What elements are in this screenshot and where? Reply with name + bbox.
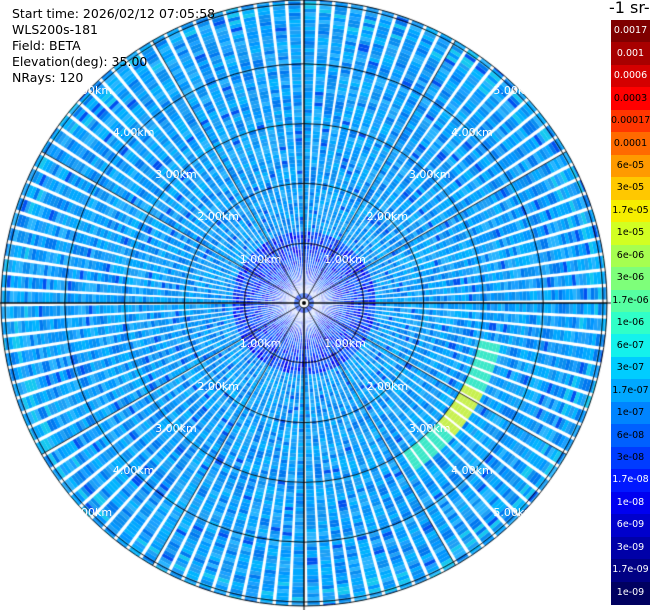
colorbar-tick-label: 3e-05 bbox=[616, 182, 645, 194]
colorbar-tick-label: 0.001 bbox=[616, 47, 645, 59]
colorbar-cell bbox=[611, 469, 650, 493]
colorbar-cell bbox=[611, 312, 650, 336]
range-label: 2.00km bbox=[366, 379, 409, 393]
colorbar-tick-label: 1e-07 bbox=[616, 407, 645, 419]
colorbar-cell bbox=[611, 334, 650, 358]
colorbar-cell bbox=[611, 177, 650, 201]
colorbar-cell bbox=[611, 379, 650, 403]
range-label: 5.00km bbox=[493, 506, 535, 520]
colorbar-cell bbox=[611, 42, 650, 66]
colorbar-cell bbox=[611, 20, 650, 44]
colorbar-tick-label: 1.7e-05 bbox=[612, 204, 649, 216]
colorbar-tick-label: 0.0003 bbox=[613, 92, 648, 104]
range-label: 4.00km bbox=[112, 464, 155, 478]
colorbar-tick-label: 1e-06 bbox=[616, 317, 645, 329]
colorbar-tick-label: 3e-07 bbox=[616, 362, 645, 374]
colorbar-cell bbox=[611, 581, 650, 605]
colorbar-tick-label: 1.7e-06 bbox=[612, 294, 649, 306]
range-label: 5.00km bbox=[70, 506, 113, 520]
colorbar-cell bbox=[611, 132, 650, 156]
colorbar-cell bbox=[611, 289, 650, 313]
range-label: 2.00km bbox=[197, 210, 239, 224]
range-label: 1.00km bbox=[324, 337, 366, 351]
range-label: 1.00km bbox=[239, 337, 282, 351]
range-label: 2.00km bbox=[197, 379, 239, 393]
range-label: 3.00km bbox=[408, 421, 451, 435]
colorbar-tick-label: 1e-05 bbox=[616, 227, 645, 239]
colorbar-cell bbox=[611, 401, 650, 425]
colorbar-tick-label: 6e-05 bbox=[616, 160, 645, 171]
colorbar-cell bbox=[611, 154, 650, 178]
colorbar-cell bbox=[611, 559, 650, 583]
colorbar-tick-label: 3e-06 bbox=[616, 272, 645, 284]
colorbar-tick-label: 1.7e-09 bbox=[612, 564, 649, 576]
colorbar-tick-label: 6e-09 bbox=[616, 519, 645, 531]
colorbar: 0.0017 0.001 0.0006 0.0003 0.00017 0.0001 6e-0… bbox=[611, 20, 650, 605]
colorbar-cell bbox=[611, 87, 650, 111]
colorbar-tick-label: 1.7e-07 bbox=[612, 384, 649, 396]
range-label: 4.00km bbox=[112, 125, 155, 139]
instrument-text: WLS200s-181 bbox=[12, 22, 98, 37]
nrays-text: NRays: 120 bbox=[12, 70, 84, 85]
range-label: 3.00km bbox=[155, 168, 197, 182]
colorbar-tick-label: 1e-09 bbox=[616, 586, 645, 598]
colorbar-tick-label: 3e-09 bbox=[616, 541, 645, 553]
colorbar-tick-label: 3e-08 bbox=[616, 452, 645, 463]
range-label: 3.00km bbox=[155, 421, 197, 435]
colorbar-tick-label: 6e-07 bbox=[616, 339, 645, 351]
colorbar-cell bbox=[611, 222, 650, 246]
colorbar-tick-label: 6e-06 bbox=[616, 249, 645, 261]
colorbar-tick-label: 0.0001 bbox=[613, 137, 648, 149]
colorbar-tick-label: 6e-08 bbox=[616, 429, 645, 441]
colorbar-cell bbox=[611, 64, 650, 88]
range-label: 1.00km bbox=[324, 252, 366, 266]
range-label: 1.00km bbox=[239, 252, 282, 266]
range-label: 3.00km bbox=[408, 168, 451, 182]
range-label: 2.00km bbox=[366, 210, 409, 224]
colorbar-tick-label: 1.7e-08 bbox=[612, 474, 649, 486]
colorbar-tick-label: 0.0017 bbox=[613, 25, 648, 37]
colorbar-cell bbox=[611, 424, 650, 448]
colorbar-cell bbox=[611, 267, 650, 291]
range-label: 4.00km bbox=[451, 125, 493, 139]
elevation-text: Elevation(deg): 35.00 bbox=[12, 54, 148, 69]
colorbar-cell bbox=[611, 199, 650, 223]
colorbar-cell bbox=[611, 244, 650, 268]
range-label: 5.00km bbox=[70, 83, 113, 97]
colorbar-cell bbox=[611, 109, 650, 133]
field-text: Field: BETA bbox=[12, 38, 81, 53]
colorbar-tick-label: 1e-08 bbox=[616, 496, 645, 508]
colorbar-tick-label: 0.0006 bbox=[613, 70, 648, 82]
colorbar-cell bbox=[611, 536, 650, 560]
colorbar-cell bbox=[611, 446, 650, 470]
colorbar-cell bbox=[611, 491, 650, 515]
range-label: 4.00km bbox=[451, 464, 493, 478]
range-label: 5.00km bbox=[493, 83, 535, 97]
colorbar-tick-label: 0.00017 bbox=[611, 115, 650, 127]
colorbar-cell bbox=[611, 356, 650, 380]
start-time-text: Start time: 2026/02/12 07:05:58 bbox=[12, 6, 216, 21]
colorbar-title: -1 sr- bbox=[609, 0, 650, 17]
colorbar-cell bbox=[611, 514, 650, 538]
